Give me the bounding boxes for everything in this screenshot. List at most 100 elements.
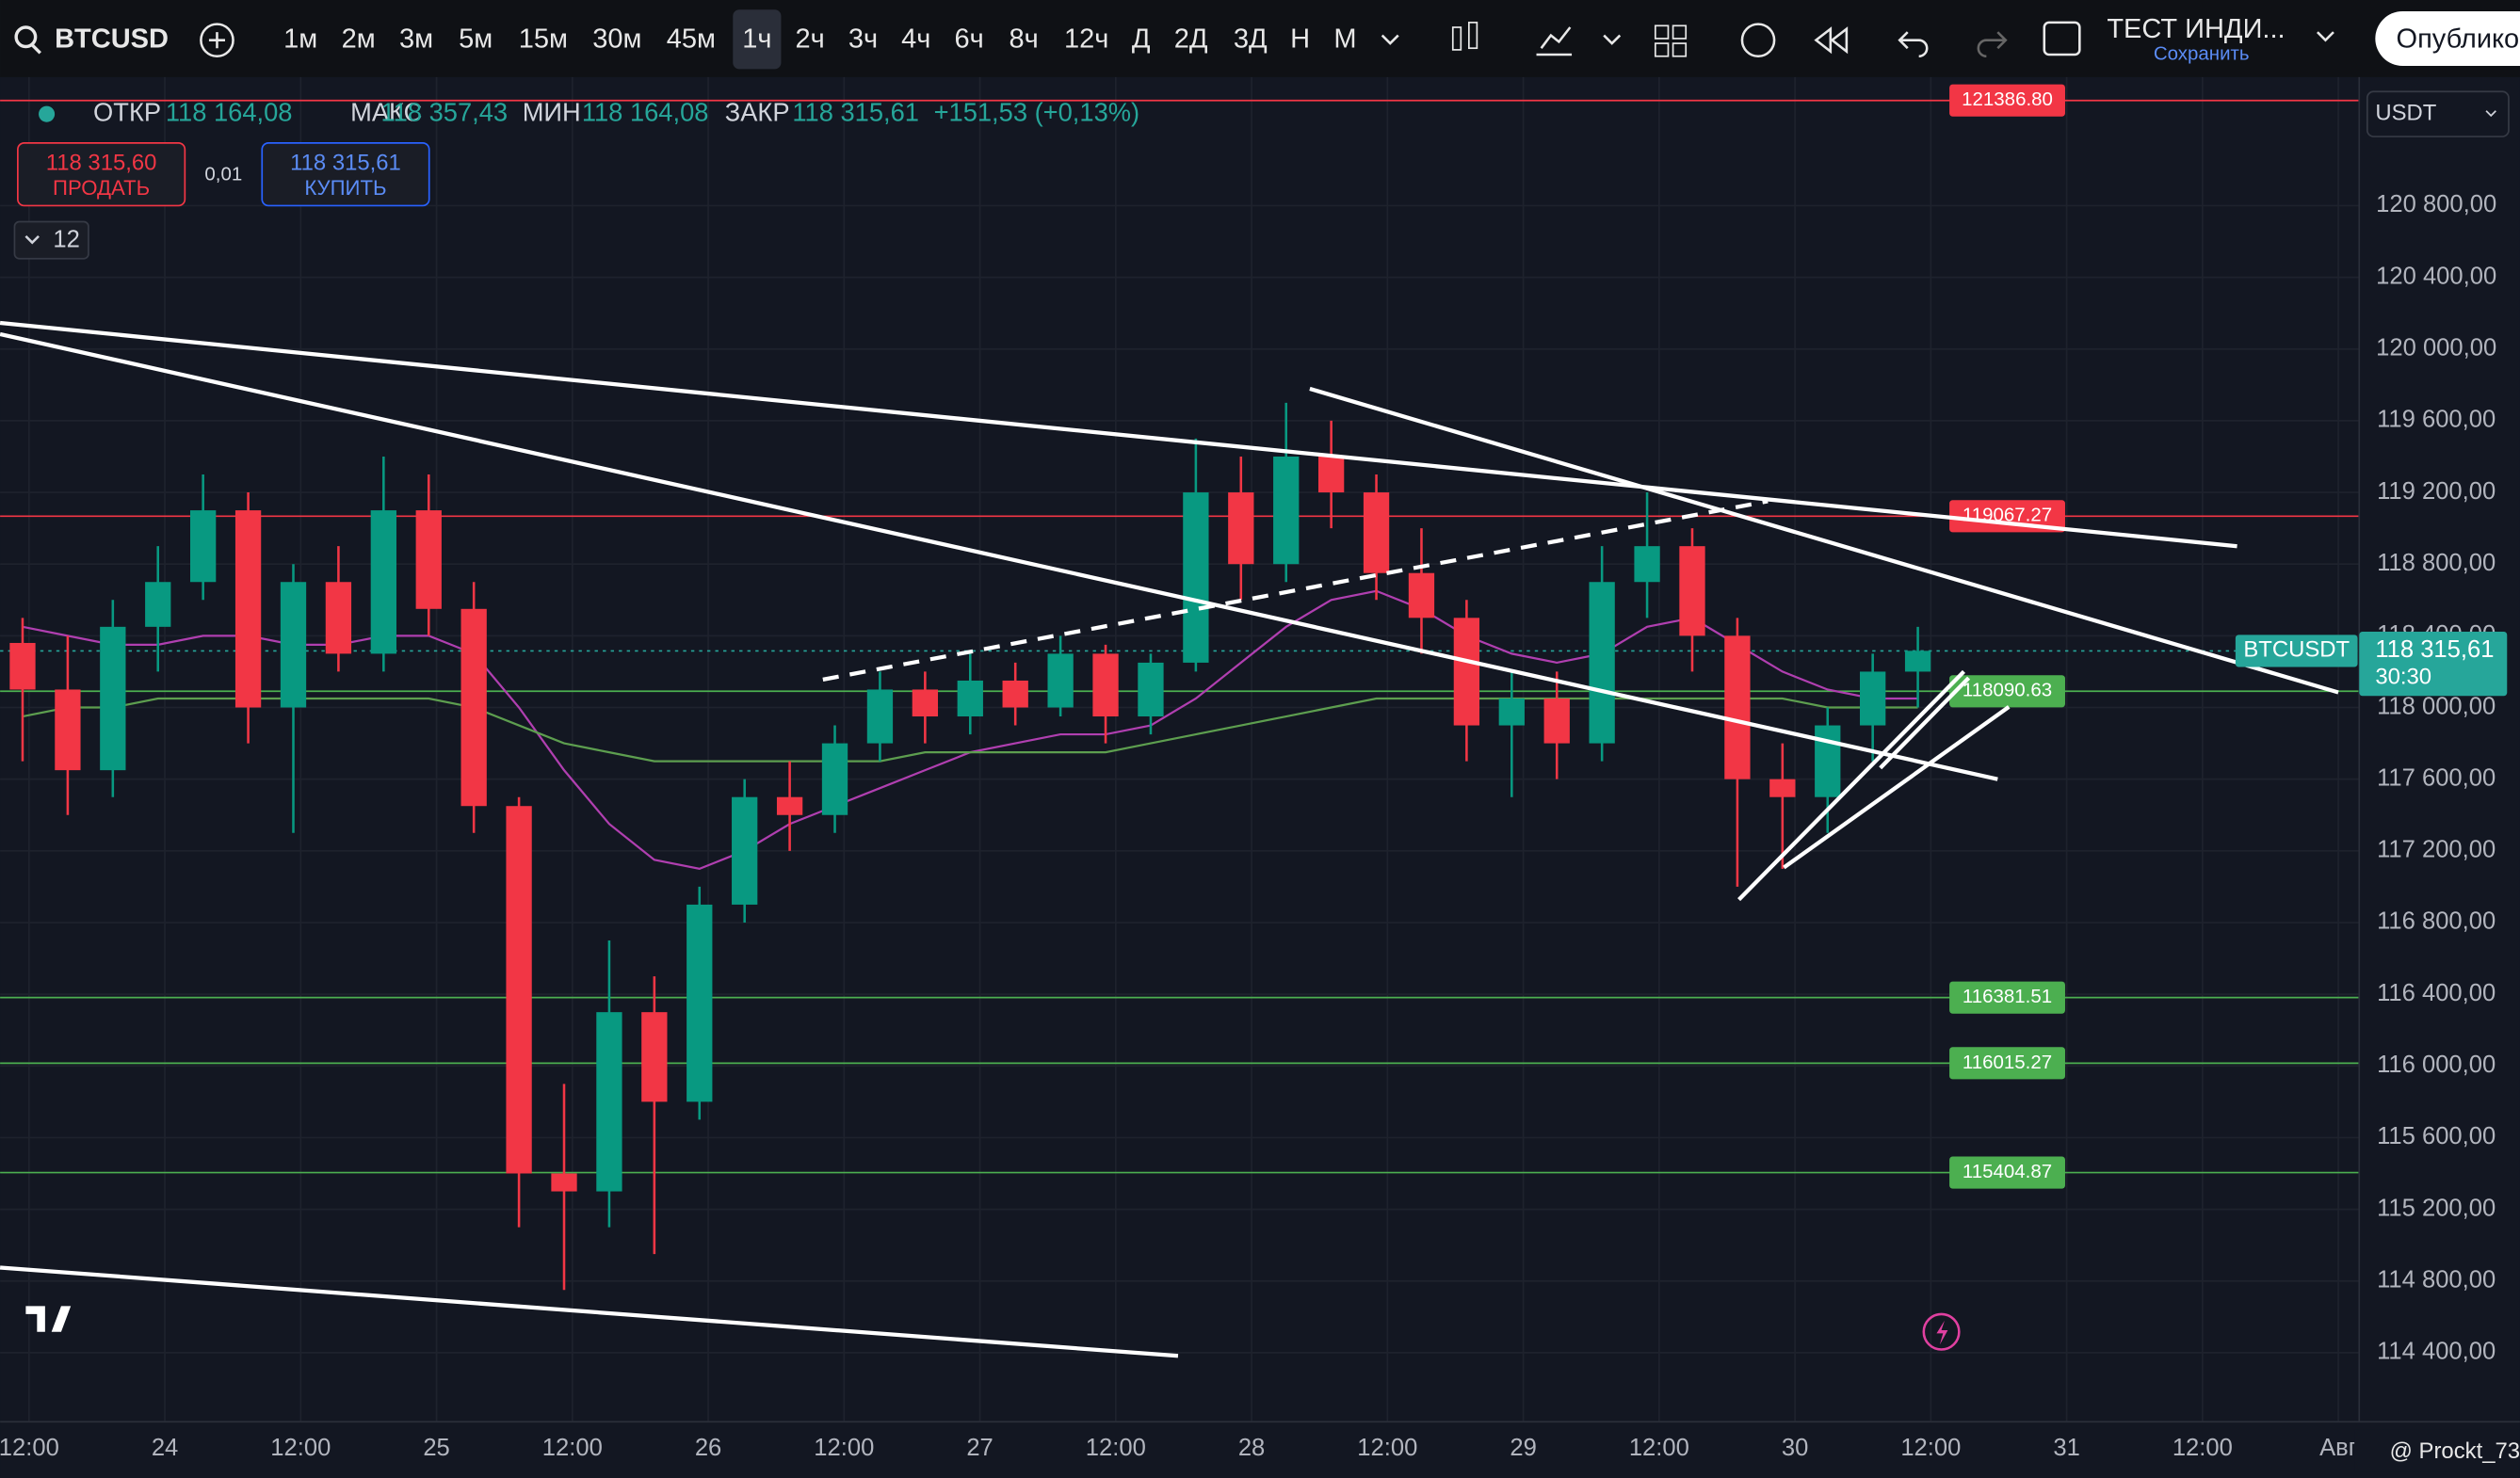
undo-icon[interactable] [1898, 31, 1929, 58]
layout-name[interactable]: ТЕСТ ИНДИ... [2107, 14, 2285, 44]
interval[interactable]: 4ч [901, 24, 930, 54]
price-level-label: 116381.51 [1963, 986, 2052, 1007]
candle-body [1543, 698, 1570, 744]
trend-line[interactable] [1737, 669, 1965, 902]
interval-group: 1м 2м 3м 5м 15м 30м 45м 1ч 2ч 3ч 4ч 6ч 8ч 12ч Д 2Д 3Д Н М [283, 9, 1357, 70]
toolbar [0, 0, 2520, 77]
redo-icon[interactable] [1977, 31, 2008, 58]
candle-body [234, 510, 262, 708]
interval[interactable]: 12ч [1064, 24, 1108, 54]
indicators-icon[interactable] [1536, 26, 1573, 56]
price-level-label: 116015.27 [1963, 1052, 2052, 1073]
interval[interactable]: 6ч [954, 24, 983, 54]
candle-body [821, 743, 848, 815]
interval[interactable]: 5м [459, 24, 493, 54]
high-value: 118 357,43 [381, 97, 509, 126]
candle-body [325, 582, 352, 654]
price-level-tag [1949, 1156, 2065, 1189]
buy-label: КУПИТЬ [304, 176, 386, 200]
layout-checkbox[interactable] [2043, 21, 2081, 56]
candle-body [551, 1173, 577, 1192]
y-tick-label: 115 600,00 [2377, 1123, 2496, 1149]
interval[interactable]: 3Д [1234, 24, 1268, 54]
x-tick-label: 29 [1510, 1435, 1536, 1461]
interval[interactable]: 15м [519, 24, 568, 54]
close-label: ЗАКР [725, 97, 790, 126]
interval[interactable]: 2ч [796, 24, 825, 54]
interval[interactable]: 1м [283, 24, 317, 54]
y-tick-label: 115 200,00 [2377, 1195, 2496, 1221]
interval-dropdown[interactable] [1381, 34, 1399, 45]
candle-body [1860, 671, 1886, 726]
trend-line[interactable] [0, 331, 1998, 781]
buy-button[interactable] [261, 142, 430, 207]
candles [9, 402, 1931, 1291]
trend-line[interactable] [0, 1265, 1179, 1358]
price-axis [2359, 76, 2520, 1422]
candle-body [1498, 698, 1525, 726]
last-price-label: 118 315,61 [2375, 636, 2494, 663]
y-tick-label: 114 800,00 [2377, 1267, 2496, 1293]
candle-type-icon[interactable] [1451, 26, 1462, 51]
dashed-trend-line[interactable] [822, 499, 1769, 682]
trend-line[interactable] [0, 320, 2237, 549]
levels: 121386.80119067.27118090.63116381.511160… [0, 84, 2360, 1189]
candle-body [1002, 680, 1028, 708]
last-price-tag-bg [2359, 631, 2508, 697]
lightning-icon[interactable] [1922, 1312, 1961, 1351]
alert-icon[interactable] [1740, 23, 1776, 58]
buy-price: 118 315,61 [290, 150, 401, 175]
candle-body [776, 796, 803, 815]
candle-body [1408, 572, 1435, 619]
candle-body [1228, 492, 1254, 565]
candle-body [145, 582, 171, 627]
sell-button[interactable] [17, 142, 186, 207]
sell-price: 118 315,60 [46, 150, 157, 175]
candle-body [1363, 492, 1390, 573]
trend-line[interactable] [1309, 386, 2339, 695]
interval[interactable]: 2Д [1174, 24, 1208, 54]
interval[interactable]: М [1333, 24, 1356, 54]
candle-body [1815, 725, 1841, 797]
interval[interactable]: 2м [342, 24, 376, 54]
interval[interactable]: Д [1132, 24, 1151, 54]
search-icon[interactable] [14, 25, 38, 49]
layout-icon[interactable] [1654, 24, 1670, 40]
replay-icon[interactable] [1814, 26, 1849, 55]
interval[interactable]: 30м [592, 24, 641, 54]
trend-line[interactable] [1783, 705, 2011, 870]
interval[interactable]: 8ч [1010, 24, 1039, 54]
price-level-tag [1949, 981, 2065, 1014]
interval[interactable]: 1ч [742, 24, 771, 54]
symbol[interactable]: BTCUSD [55, 24, 169, 54]
candle-body [1047, 653, 1074, 708]
time-axis-labels: 12:00 24 12:00 25 12:00 26 12:00 27 12:00 28 12:00… [0, 1435, 2357, 1461]
x-tick-label: 28 [1238, 1435, 1265, 1461]
x-tick-label: 12:00 [1357, 1435, 1417, 1461]
sell-label: ПРОДАТЬ [53, 176, 150, 200]
save-label[interactable]: Сохранить [2154, 42, 2250, 64]
candle-body [1273, 456, 1300, 565]
trend-line[interactable] [1879, 676, 1971, 770]
low-label: МИН [523, 97, 581, 126]
publish-button[interactable] [2375, 10, 2520, 66]
x-tick-label: 26 [695, 1435, 721, 1461]
indicators-toggle[interactable] [13, 220, 89, 260]
interval[interactable]: 3м [399, 24, 433, 54]
search-icon-handle [31, 43, 41, 55]
candle-body [460, 608, 487, 807]
x-tick-label: Авг [2319, 1435, 2357, 1461]
interval[interactable]: Н [1290, 24, 1310, 54]
interval[interactable]: 3ч [848, 24, 878, 54]
indicators-dropdown[interactable] [1603, 34, 1622, 45]
candle-body [415, 510, 442, 609]
add-symbol[interactable] [200, 23, 234, 58]
layout-icon-3 [1654, 42, 1670, 57]
y-tick-label: 118 000,00 [2377, 693, 2496, 719]
currency-select[interactable] [2366, 90, 2510, 137]
currency: USDT [2375, 100, 2436, 125]
layout-dropdown[interactable] [2316, 31, 2334, 42]
lightning-bolt [1936, 1320, 1948, 1345]
interval[interactable]: 45м [667, 24, 716, 54]
